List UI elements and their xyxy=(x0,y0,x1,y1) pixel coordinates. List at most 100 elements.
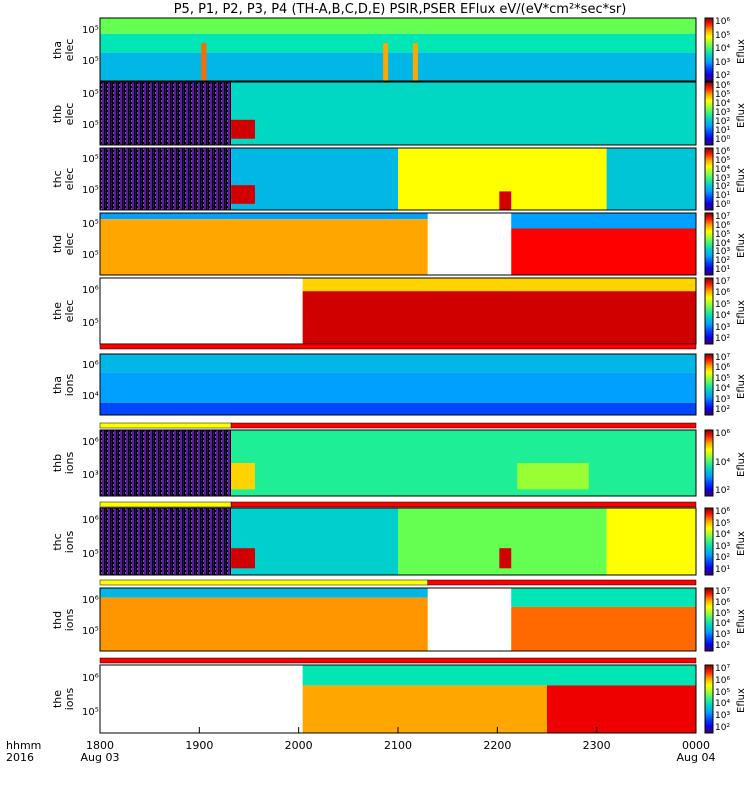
spectrogram-spike xyxy=(383,43,389,81)
colorbar xyxy=(704,277,714,345)
colorbar-tick-label: 10² xyxy=(715,641,731,651)
colorbar-tick-label: 10⁴ xyxy=(715,44,731,54)
x-tick-label: 2000 xyxy=(284,739,313,752)
colorbar-tick-label: 10² xyxy=(715,723,731,733)
colorbar-tick-label: 10⁶ xyxy=(715,597,731,608)
y-tick-label: 10⁵ xyxy=(82,219,99,231)
spectrogram-cell xyxy=(100,354,696,373)
panel-ylabel: thc elec xyxy=(51,167,76,191)
panel-frame xyxy=(99,587,697,652)
colorbar-tick-label: 10⁶ xyxy=(715,675,731,686)
colorbar xyxy=(704,147,714,211)
footer-hhmm: hhmm xyxy=(6,739,42,752)
colorbar-tick-label: 10⁷ xyxy=(715,664,731,674)
panel-frame xyxy=(99,212,697,276)
spectrogram-cell xyxy=(231,82,696,145)
colorbar-tick-label: 10¹ xyxy=(715,126,731,136)
colorbar-tick-label: 10⁷ xyxy=(715,212,731,222)
colorbar-tick-label: 10⁷ xyxy=(715,353,731,363)
spectrogram-cell xyxy=(231,463,255,490)
colorbar-tick-label: 10² xyxy=(715,182,731,193)
spectrogram-spike xyxy=(412,43,418,81)
x-tick-label: 2200 xyxy=(483,739,512,752)
x-tick-label: 2300 xyxy=(582,739,611,752)
colorbar-tick-label: 10⁶ xyxy=(715,363,731,374)
chart-title: P5, P1, P2, P3, P4 (TH-A,B,C,D,E) PSIR,P… xyxy=(173,2,627,17)
panel-ylabel: tha ions xyxy=(51,373,76,396)
spectrogram-cell xyxy=(511,606,696,651)
y-tick-label: 10⁵ xyxy=(82,318,99,330)
spectrogram-cell xyxy=(606,148,696,210)
y-tick-label: 10⁵ xyxy=(82,154,99,166)
colorbar-tick-label: 10⁵ xyxy=(715,373,731,384)
colorbar-tick-label: 10⁶ xyxy=(715,429,731,439)
spectrogram-cell xyxy=(100,52,696,81)
spectrogram-cell xyxy=(499,191,512,210)
colorbar-tick-label: 10⁵ xyxy=(715,299,731,310)
colorbar-tick-label: 10⁴ xyxy=(715,699,731,710)
spectrogram-cell xyxy=(100,588,428,598)
colorbar-tick-label: 10⁰ xyxy=(715,135,731,145)
y-tick-label: 10⁵ xyxy=(82,250,99,262)
colorbar-tick-label: 10⁴ xyxy=(715,164,731,175)
spectrogram-cell xyxy=(302,278,696,292)
colorbar-tick-label: 10⁴ xyxy=(715,238,731,249)
colorbar xyxy=(704,17,714,82)
colorbar-tick-label: 10⁶ xyxy=(715,17,731,27)
spectrogram-cell xyxy=(231,508,398,575)
flag-bar xyxy=(99,501,232,508)
colorbar-tick-label: 10² xyxy=(715,553,731,564)
y-tick-label: 10⁵ xyxy=(82,548,99,560)
spectrogram-cell xyxy=(100,278,303,344)
spectrogram-cell xyxy=(231,148,398,210)
spectrogram-cell xyxy=(547,685,696,733)
spectrogram-cell xyxy=(427,588,512,651)
colorbar-tick-label: 10⁴ xyxy=(715,99,731,109)
spectrogram-cell xyxy=(100,148,232,210)
spectrogram-cell xyxy=(100,18,696,34)
panel-frame xyxy=(99,429,697,497)
colorbar xyxy=(704,664,714,734)
colorbar-title: Eflux xyxy=(736,102,747,128)
colorbar-tick-label: 10⁶ xyxy=(715,220,731,231)
x-tick-label: 0000 Aug 04 xyxy=(676,739,716,764)
y-tick-label: 10⁵ xyxy=(82,120,99,132)
flag-bar xyxy=(230,422,697,429)
colorbar-tick-label: 10³ xyxy=(715,57,731,68)
spectrogram-cell xyxy=(231,430,696,496)
panel-ylabel: thb ions xyxy=(51,451,76,475)
colorbar-tick-label: 10⁵ xyxy=(715,155,731,166)
colorbar-tick-label: 10⁴ xyxy=(715,619,731,630)
colorbar-title: Eflux xyxy=(736,168,747,193)
x-tick-label: 1800 Aug 03 xyxy=(80,739,120,764)
colorbar-tick-label: 10³ xyxy=(715,630,731,641)
spectrogram-cell xyxy=(606,508,696,575)
colorbar-tick-label: 10³ xyxy=(715,173,731,184)
colorbar xyxy=(704,429,714,497)
y-tick-label: 10⁵ xyxy=(82,706,99,718)
colorbar-tick-label: 10² xyxy=(715,256,731,267)
spectrogram-cell xyxy=(499,548,512,569)
spectrogram-cell xyxy=(517,463,589,490)
y-tick-label: 10³ xyxy=(82,470,99,482)
spectrogram-cell xyxy=(100,82,232,145)
colorbar-tick-label: 10³ xyxy=(715,541,731,552)
panel-frame xyxy=(99,81,697,146)
colorbar xyxy=(704,81,714,146)
colorbar-tick-label: 10⁵ xyxy=(715,608,731,619)
colorbar-tick-label: 10² xyxy=(715,117,731,127)
colorbar-tick-label: 10³ xyxy=(715,247,731,258)
spectrogram-cell xyxy=(100,508,232,575)
colorbar-tick-label: 10⁵ xyxy=(715,518,731,529)
colorbar-tick-label: 10⁷ xyxy=(715,587,731,597)
y-tick-label: 10⁵ xyxy=(82,185,99,197)
colorbar-tick-label: 10² xyxy=(715,334,731,344)
panel-ylabel: the ions xyxy=(51,687,76,711)
colorbar xyxy=(704,353,714,416)
colorbar-tick-label: 10⁶ xyxy=(715,147,731,157)
colorbar-tick-label: 10⁴ xyxy=(715,311,731,322)
colorbar-tick-label: 10³ xyxy=(715,394,731,405)
spectrogram-cell xyxy=(302,685,547,733)
colorbar xyxy=(704,212,714,276)
